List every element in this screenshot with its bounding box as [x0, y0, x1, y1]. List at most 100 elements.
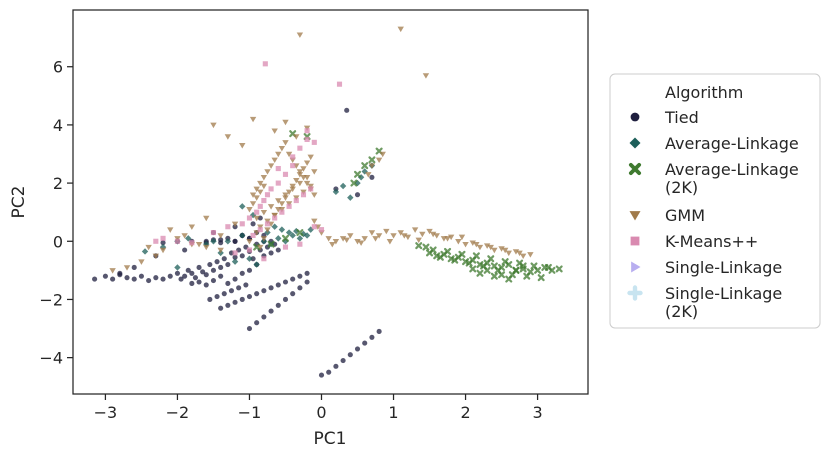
data-point-gmm: [217, 233, 224, 239]
data-point-gmm: [512, 249, 520, 255]
data-point-average-linkage-2k: [350, 179, 358, 187]
legend-label: Average-Linkage: [665, 160, 799, 179]
y-tick-label: 4: [53, 116, 63, 135]
data-point-tied: [203, 282, 209, 288]
data-point-tied: [182, 247, 188, 253]
data-point-gmm: [285, 151, 293, 158]
data-point-gmm: [383, 228, 390, 235]
data-point-tied: [250, 256, 256, 262]
legend-marker: [631, 261, 641, 273]
data-point-tied: [203, 272, 209, 278]
data-point-gmm: [203, 215, 210, 222]
data-point-tied: [246, 293, 253, 300]
data-point-gmm: [329, 241, 336, 248]
legend-label: K-Means++: [665, 232, 758, 251]
data-point-tied: [196, 264, 202, 271]
data-point-average-linkage-2k: [422, 243, 430, 251]
data-point-tied: [218, 237, 224, 243]
legend-title: Algorithm: [665, 83, 743, 102]
data-point-average-linkage-2k: [296, 229, 304, 237]
data-point-average-linkage: [296, 235, 304, 242]
data-point-k-means: [174, 238, 181, 244]
data-point-average-linkage: [347, 194, 354, 201]
data-point-gmm: [483, 243, 491, 249]
data-point-gmm: [257, 244, 264, 251]
data-point-gmm: [303, 180, 311, 187]
data-point-gmm: [354, 239, 361, 245]
data-point-average-linkage: [289, 232, 296, 239]
data-point-k-means: [210, 229, 217, 236]
data-point-k-means: [311, 224, 317, 230]
data-point-tied: [290, 291, 296, 297]
data-point-tied: [297, 285, 303, 291]
data-point-k-means: [304, 128, 310, 134]
x-tick-label: 0: [316, 403, 326, 422]
data-point-gmm: [433, 233, 440, 239]
data-point-tied: [214, 293, 220, 300]
data-point-tied: [239, 253, 245, 259]
legend-label: Average-Linkage: [665, 134, 799, 153]
data-point-gmm: [307, 154, 314, 161]
data-point-gmm: [426, 228, 433, 235]
data-point-average-linkage-2k: [544, 263, 552, 271]
data-point-k-means: [290, 154, 296, 160]
data-point-gmm: [203, 244, 210, 251]
y-tick-label: −2: [39, 290, 63, 309]
data-point-gmm: [210, 122, 217, 129]
data-point-gmm: [231, 221, 239, 228]
data-point-average-linkage: [185, 235, 192, 242]
data-point-tied: [275, 302, 281, 308]
data-point-tied: [239, 270, 245, 276]
data-point-gmm: [516, 250, 523, 257]
data-point-tied: [124, 275, 130, 281]
data-point-tied: [207, 296, 213, 303]
data-point-gmm: [123, 265, 131, 271]
data-point-average-linkage-2k: [361, 162, 369, 170]
data-point-average-linkage-2k: [490, 272, 498, 280]
data-point-tied: [318, 372, 325, 378]
data-point-gmm: [397, 230, 404, 236]
legend-marker: [629, 137, 641, 149]
data-point-tied: [185, 267, 191, 273]
data-point-k-means: [246, 247, 253, 253]
data-point-tied: [282, 296, 289, 303]
data-point-tied: [268, 285, 274, 291]
data-point-gmm: [109, 268, 116, 274]
data-point-k-means: [254, 209, 260, 215]
data-point-average-linkage: [239, 232, 246, 239]
data-point-tied: [200, 269, 206, 275]
data-point-tied: [246, 325, 253, 332]
data-point-gmm: [264, 169, 271, 175]
data-point-tied: [178, 276, 184, 282]
data-point-gmm: [375, 233, 383, 239]
data-point-tied: [221, 291, 227, 297]
data-point-tied: [250, 221, 256, 227]
data-point-tied: [131, 264, 137, 271]
data-point-k-means: [153, 238, 159, 244]
data-point-average-linkage: [354, 179, 361, 187]
data-point-gmm: [311, 169, 318, 175]
data-point-tied: [354, 192, 361, 198]
data-point-gmm: [401, 233, 408, 239]
data-point-gmm: [264, 227, 271, 233]
plot-marks: [92, 26, 563, 378]
data-point-average-linkage-2k: [444, 247, 452, 255]
data-point-k-means: [282, 244, 289, 250]
data-point-tied: [167, 273, 173, 279]
data-point-tied: [196, 279, 202, 285]
data-point-gmm: [375, 157, 383, 164]
data-point-average-linkage-2k: [523, 272, 531, 280]
data-point-gmm: [249, 192, 257, 198]
data-point-tied: [160, 240, 166, 246]
data-point-gmm: [181, 233, 188, 239]
y-axis-label: PC2: [9, 186, 29, 219]
data-point-gmm: [311, 218, 318, 225]
data-point-average-linkage-2k: [519, 262, 527, 270]
data-point-average-linkage-2k: [465, 259, 473, 267]
legend-label-line2: (2K): [665, 302, 698, 321]
data-point-tied: [210, 277, 217, 284]
data-point-gmm: [411, 227, 419, 233]
data-point-tied: [232, 238, 238, 244]
data-point-tied: [207, 261, 213, 268]
